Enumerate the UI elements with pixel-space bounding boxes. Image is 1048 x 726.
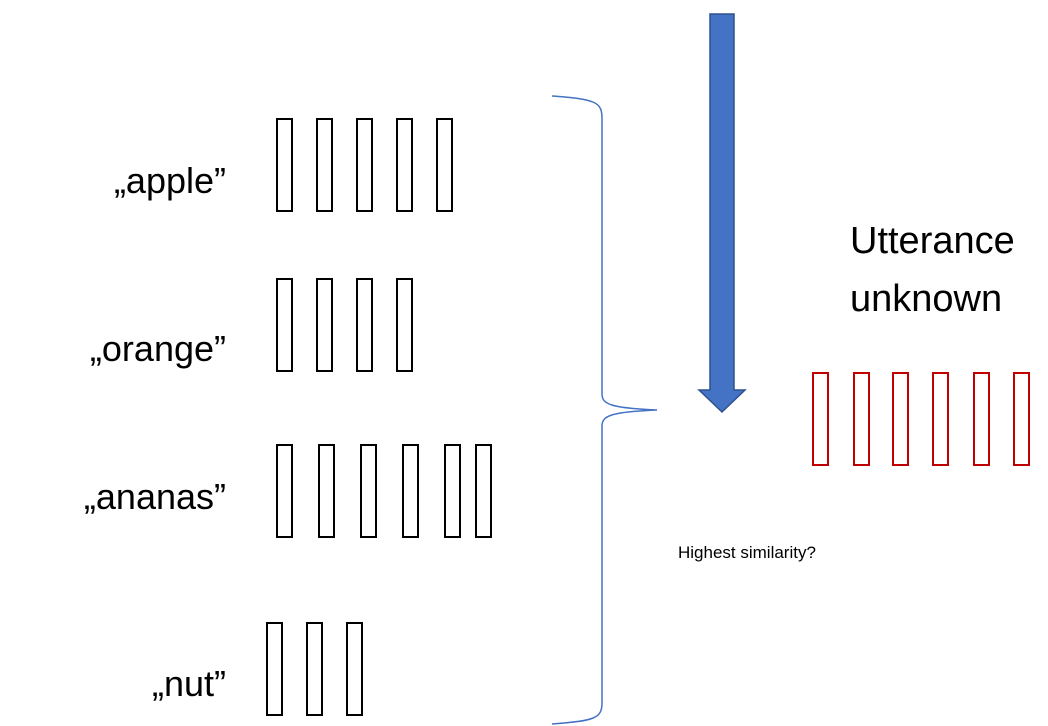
word-label-ananas: „ananas”: [83, 476, 226, 517]
word-label-orange: „orange”: [89, 328, 226, 369]
apple-frame-4: [396, 118, 413, 212]
unknown-frame-6: [1013, 372, 1030, 466]
word-label-apple: „apple”: [113, 160, 226, 201]
apple-frame-2: [316, 118, 333, 212]
orange-frame-1: [276, 278, 293, 372]
template-group-brace: [551, 95, 658, 725]
orange-frame-2: [316, 278, 333, 372]
apple-frame-5: [436, 118, 453, 212]
unknown-frame-4: [932, 372, 949, 466]
nut-frame-3: [346, 622, 363, 716]
ananas-frame-5: [444, 444, 461, 538]
nut-frame-1: [266, 622, 283, 716]
similarity-question: Highest similarity?: [678, 543, 816, 562]
orange-frame-4: [396, 278, 413, 372]
unknown-frame-5: [973, 372, 990, 466]
ananas-frame-6: [475, 444, 492, 538]
ananas-frame-3: [360, 444, 377, 538]
unknown-frame-2: [853, 372, 870, 466]
ananas-frame-4: [402, 444, 419, 538]
apple-frame-3: [356, 118, 373, 212]
orange-frame-3: [356, 278, 373, 372]
down-arrow: [697, 13, 747, 414]
apple-frame-1: [276, 118, 293, 212]
nut-frame-2: [306, 622, 323, 716]
utterance-title-line2: unknown: [850, 278, 1003, 320]
unknown-frame-1: [812, 372, 829, 466]
ananas-frame-2: [318, 444, 335, 538]
word-label-nut: „nut”: [151, 663, 226, 704]
ananas-frame-1: [276, 444, 293, 538]
utterance-title-line1: Utterance: [850, 220, 1015, 262]
unknown-frame-3: [892, 372, 909, 466]
